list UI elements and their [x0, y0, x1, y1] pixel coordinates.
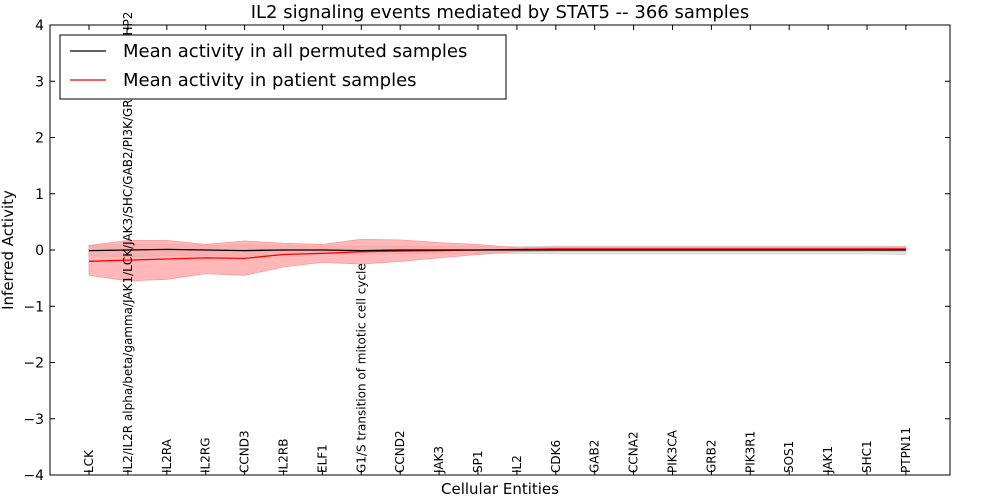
series-lines	[88, 248, 906, 262]
y-tick-label: −4	[23, 468, 44, 484]
category-label: PIK3CA	[666, 429, 680, 473]
category-label: CCND3	[238, 430, 252, 473]
y-tick-label: 1	[35, 187, 44, 203]
x-axis-label: Cellular Entities	[441, 480, 559, 498]
category-label: PTPN11	[899, 427, 913, 473]
category-label: IL2/IL2R alpha/beta/gamma/JAK1/LCK/JAK3/…	[121, 12, 135, 473]
category-label: G1/S transition of mitotic cell cycle	[354, 263, 368, 473]
category-label: CCNA2	[627, 431, 641, 473]
category-label: JAK3	[432, 446, 446, 474]
category-label: IL2RB	[277, 439, 291, 473]
y-tick-label: 3	[35, 74, 44, 90]
legend-box	[59, 34, 507, 100]
category-label: JAK1	[821, 446, 835, 474]
chart-title: IL2 signaling events mediated by STAT5 -…	[251, 2, 750, 23]
legend-entry-patient: Mean activity in patient samples	[123, 70, 417, 91]
category-label: SOS1	[782, 441, 796, 473]
y-tick-label: 2	[35, 131, 44, 147]
y-tick-label: −3	[23, 412, 44, 428]
category-label: SP1	[471, 451, 485, 474]
category-label: IL2RA	[160, 438, 174, 473]
category-label: PIK3R1	[743, 431, 757, 473]
y-tick-labels: −4 −3 −2 −1 0 1 2 3 4	[23, 18, 44, 484]
category-label: LCK	[82, 449, 96, 473]
y-tick-label: 0	[35, 243, 44, 259]
category-label: GAB2	[588, 440, 602, 473]
category-label: IL2RG	[199, 438, 213, 474]
category-label: ELF1	[315, 444, 329, 473]
category-labels: LCK IL2/IL2R alpha/beta/gamma/JAK1/LCK/JA…	[82, 12, 913, 474]
legend: Mean activity in all permuted samples Me…	[59, 34, 507, 100]
category-label: CDK6	[549, 440, 563, 473]
legend-entry-permuted: Mean activity in all permuted samples	[123, 41, 467, 62]
category-label: CCND2	[393, 430, 407, 473]
y-tick-label: −1	[23, 299, 44, 315]
y-tick-label: −2	[23, 356, 44, 372]
category-label: IL2	[510, 455, 524, 473]
line-permuted	[88, 248, 906, 252]
plot-frame	[49, 24, 951, 476]
y-tick-label: 4	[35, 18, 44, 34]
y-axis-label: Inferred Activity	[0, 190, 17, 310]
category-label: SHC1	[860, 440, 874, 473]
band-patient	[88, 238, 907, 282]
category-label: GRB2	[704, 439, 718, 473]
confidence-bands	[88, 238, 907, 282]
